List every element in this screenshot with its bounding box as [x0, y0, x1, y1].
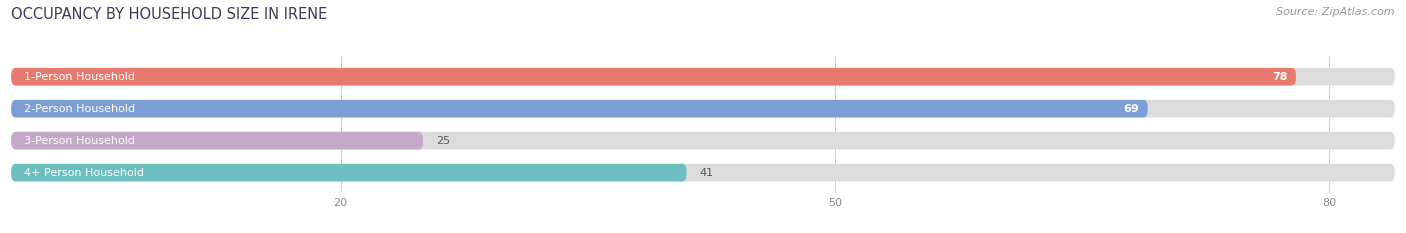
Text: 69: 69	[1123, 104, 1139, 114]
FancyBboxPatch shape	[11, 132, 1395, 149]
FancyBboxPatch shape	[11, 100, 1395, 117]
FancyBboxPatch shape	[11, 68, 1296, 86]
Text: 3-Person Household: 3-Person Household	[24, 136, 135, 146]
Text: Source: ZipAtlas.com: Source: ZipAtlas.com	[1277, 7, 1395, 17]
FancyBboxPatch shape	[11, 132, 423, 149]
Text: 41: 41	[700, 168, 714, 178]
Text: 2-Person Household: 2-Person Household	[24, 104, 135, 114]
Text: 4+ Person Household: 4+ Person Household	[24, 168, 145, 178]
FancyBboxPatch shape	[11, 68, 1395, 86]
Text: 78: 78	[1272, 72, 1288, 82]
Text: 25: 25	[436, 136, 450, 146]
FancyBboxPatch shape	[11, 164, 686, 182]
Text: OCCUPANCY BY HOUSEHOLD SIZE IN IRENE: OCCUPANCY BY HOUSEHOLD SIZE IN IRENE	[11, 7, 328, 22]
Text: 1-Person Household: 1-Person Household	[24, 72, 135, 82]
FancyBboxPatch shape	[11, 164, 1395, 182]
FancyBboxPatch shape	[11, 100, 1147, 117]
